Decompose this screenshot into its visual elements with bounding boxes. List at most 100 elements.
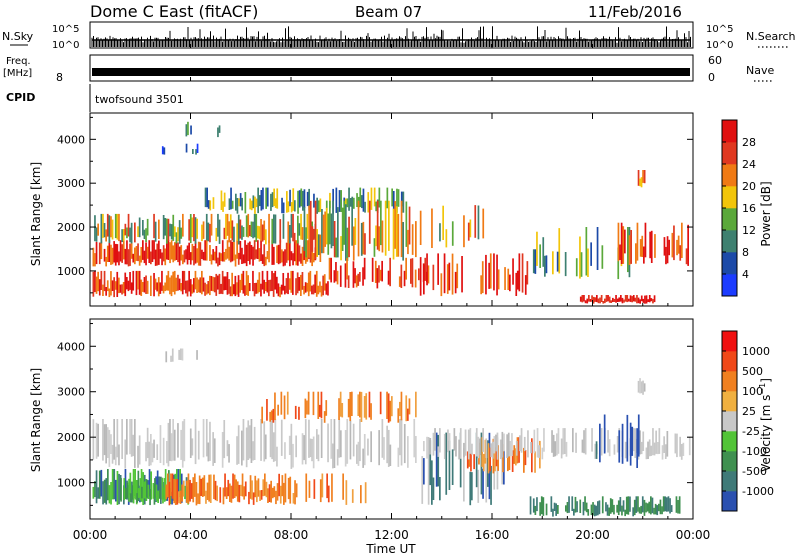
echo-cell <box>121 244 123 263</box>
echo-cell <box>373 187 376 207</box>
echo-cell <box>644 222 647 258</box>
echo-cell <box>290 251 293 261</box>
echo-cell <box>249 198 251 210</box>
echo-cell <box>375 201 377 212</box>
echo-cell <box>311 439 313 462</box>
echo-cell <box>150 275 152 296</box>
echo-cell <box>459 428 462 459</box>
x-tick-label: 00:00 <box>676 528 711 542</box>
echo-cell <box>340 236 342 261</box>
x-tick-label: 16:00 <box>475 528 510 542</box>
echo-cell <box>511 450 514 472</box>
echo-cell <box>272 432 275 462</box>
echo-cell <box>432 477 435 500</box>
echo-cell <box>368 200 371 244</box>
echo-cell <box>357 394 360 416</box>
echo-cell <box>279 219 282 243</box>
echo-cell <box>327 485 330 503</box>
echo-cell <box>637 414 640 457</box>
echo-cell <box>624 295 627 302</box>
echo-cell <box>437 253 439 285</box>
echo-cell <box>256 480 258 503</box>
echo-cell <box>192 149 194 154</box>
echo-cell <box>268 240 270 263</box>
echo-cell <box>303 285 305 295</box>
echo-cell <box>389 444 392 466</box>
echo-cell <box>435 432 438 487</box>
echo-cell <box>250 419 253 463</box>
colorbar-swatch <box>722 208 737 231</box>
echo-cell <box>600 295 603 302</box>
echo-cell <box>282 213 285 239</box>
echo-cell <box>137 226 139 237</box>
echo-cell <box>509 440 512 457</box>
echo-cell <box>306 282 308 292</box>
echo-cell <box>156 444 159 460</box>
echo-cell <box>359 419 361 462</box>
echo-cell <box>271 419 273 460</box>
echo-cell <box>263 279 265 294</box>
echo-cell <box>594 297 597 302</box>
echo-cell <box>395 206 398 257</box>
echo-cell <box>317 434 320 462</box>
echo-cell <box>298 223 301 236</box>
echo-cell <box>605 502 607 512</box>
echo-cell <box>320 419 323 458</box>
echo-cell <box>217 257 219 267</box>
echo-cell <box>583 430 585 454</box>
echo-cell <box>196 218 198 239</box>
colorbar-tick-label: 12 <box>742 224 756 237</box>
echo-cell <box>461 256 463 293</box>
echo-cell <box>667 496 670 512</box>
echo-cell <box>207 281 210 294</box>
echo-cell <box>304 398 307 419</box>
echo-cell <box>495 450 498 467</box>
echo-cell <box>641 235 644 257</box>
nsearch-tick-bottom: 10^0 <box>706 40 733 51</box>
echo-cell <box>566 502 569 514</box>
echo-cell <box>333 221 336 258</box>
echo-cell <box>439 428 441 453</box>
echo-cell <box>325 283 328 295</box>
echo-cell <box>279 485 282 504</box>
echo-cell <box>225 213 227 240</box>
echo-cell <box>427 437 430 505</box>
echo-cell <box>532 249 535 274</box>
echo-cell <box>439 477 441 501</box>
echo-cell <box>379 391 382 415</box>
echo-cell <box>294 405 297 419</box>
echo-cell <box>553 502 556 511</box>
echo-cell <box>247 275 249 296</box>
echo-cell <box>336 270 339 285</box>
echo-cell <box>185 280 187 294</box>
echo-cell <box>214 480 217 501</box>
echo-cell <box>269 421 272 458</box>
echo-cell <box>576 501 578 513</box>
echo-cell <box>219 487 222 503</box>
echo-cell <box>193 246 195 266</box>
echo-cell <box>439 223 441 242</box>
echo-cell <box>677 235 680 254</box>
nsky-label: N.Sky <box>2 30 34 43</box>
echo-cell <box>111 219 114 240</box>
echo-cell <box>338 190 341 212</box>
echo-cell <box>301 246 304 266</box>
echo-cell <box>150 471 152 500</box>
echo-cell <box>130 419 133 457</box>
echo-cell <box>653 295 656 303</box>
echo-cell <box>557 505 559 514</box>
echo-cell <box>588 295 590 302</box>
echo-cell <box>357 273 360 286</box>
echo-cell <box>233 474 236 498</box>
velocity-colorbar-label: Velocity [m s−1] <box>758 378 773 472</box>
echo-cell <box>108 288 111 298</box>
echo-cell <box>186 280 189 297</box>
echo-cell <box>330 419 333 459</box>
echo-cell <box>607 430 609 453</box>
echo-cell <box>399 419 401 456</box>
echo-cell <box>530 442 532 454</box>
echo-cell <box>426 253 428 286</box>
echo-cell <box>113 469 116 500</box>
echo-cell <box>579 499 582 513</box>
echo-cell <box>244 285 246 296</box>
